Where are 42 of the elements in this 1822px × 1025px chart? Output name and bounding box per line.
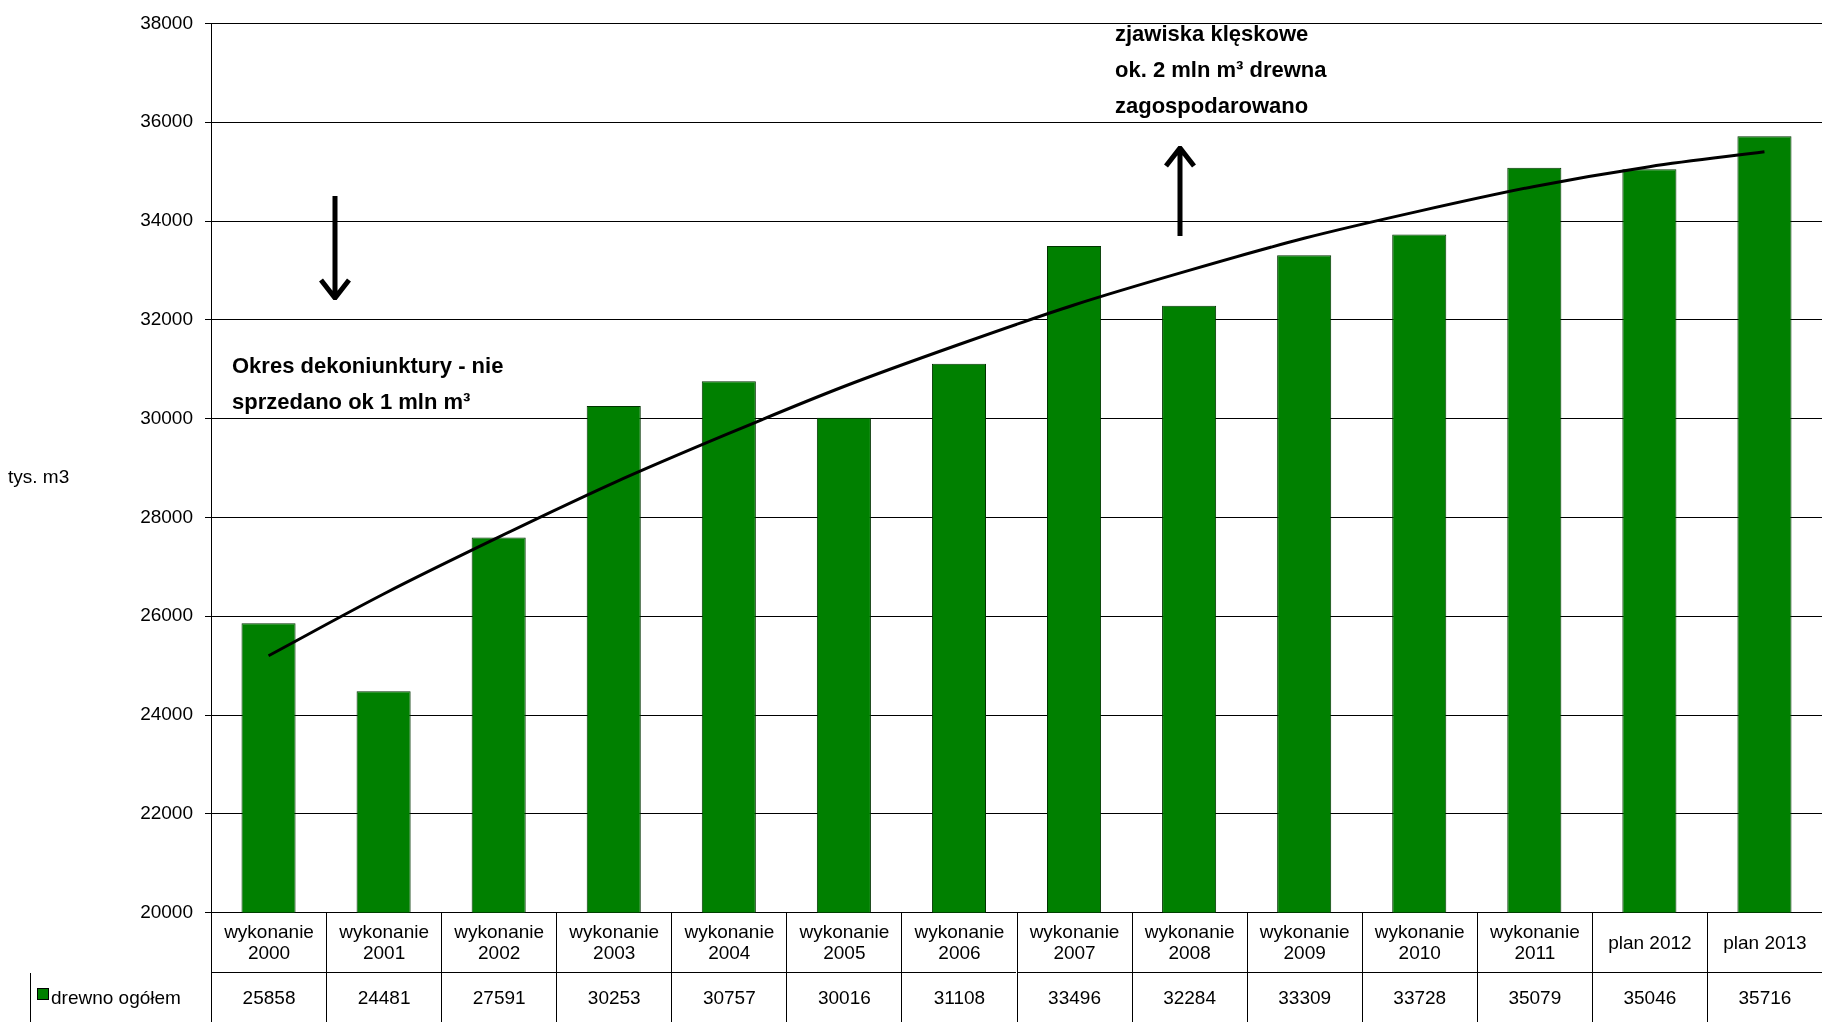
x-tick-label: wykonanie 2005 — [786, 912, 902, 973]
y-tick-label: 20000 — [140, 900, 193, 922]
x-tick-label: wykonanie 2010 — [1361, 912, 1477, 973]
y-tick-label: 26000 — [140, 604, 193, 626]
annotation: zjawiska klęskowe ok. 2 mln m³ drewna zagospodarowano — [1115, 20, 1327, 120]
data-label: 30016 — [786, 972, 902, 1022]
x-tick-label: wykonanie 2008 — [1131, 912, 1247, 973]
y-tick-label: 28000 — [140, 505, 193, 527]
y-tick-label: 24000 — [140, 703, 193, 725]
x-tick-label: wykonanie 2011 — [1476, 912, 1592, 973]
x-tick-label: wykonanie 2002 — [441, 912, 557, 973]
y-axis-title: tys. m3 — [8, 466, 70, 488]
data-label: 30253 — [556, 972, 672, 1022]
y-tick-label: 34000 — [140, 209, 193, 231]
data-label: 24481 — [326, 972, 442, 1022]
x-tick-label: wykonanie 2000 — [211, 912, 327, 973]
data-label: 25858 — [211, 972, 327, 1022]
legend-label: drewno ogółem — [51, 986, 181, 1008]
y-tick-label: 22000 — [140, 802, 193, 824]
data-label: 33309 — [1246, 972, 1362, 1022]
y-tick-label: 38000 — [140, 11, 193, 33]
annotation: Okres dekoniunktury - nie sprzedano ok 1 mln m³ — [232, 352, 505, 416]
x-tick-label: plan 2013 — [1706, 912, 1822, 973]
data-label: 27591 — [441, 972, 557, 1022]
data-label: 31108 — [901, 972, 1017, 1022]
x-tick-label: plan 2012 — [1591, 912, 1707, 973]
data-label: 35079 — [1476, 972, 1592, 1022]
x-tick-label: wykonanie 2001 — [326, 912, 442, 973]
data-label: 35046 — [1591, 972, 1707, 1022]
x-tick-label: wykonanie 2009 — [1246, 912, 1362, 973]
y-tick-label: 30000 — [140, 406, 193, 428]
data-label: 35716 — [1706, 972, 1822, 1022]
data-label: 30757 — [671, 972, 787, 1022]
data-label: 32284 — [1131, 972, 1247, 1022]
data-label: 33496 — [1016, 972, 1132, 1022]
data-label: 33728 — [1361, 972, 1477, 1022]
x-tick-label: wykonanie 2004 — [671, 912, 787, 973]
y-tick-label: 32000 — [140, 308, 193, 330]
x-tick-label: wykonanie 2007 — [1016, 912, 1132, 973]
x-tick-label: wykonanie 2003 — [556, 912, 672, 973]
x-tick-label: wykonanie 2006 — [901, 912, 1017, 973]
y-tick-label: 36000 — [140, 110, 193, 132]
